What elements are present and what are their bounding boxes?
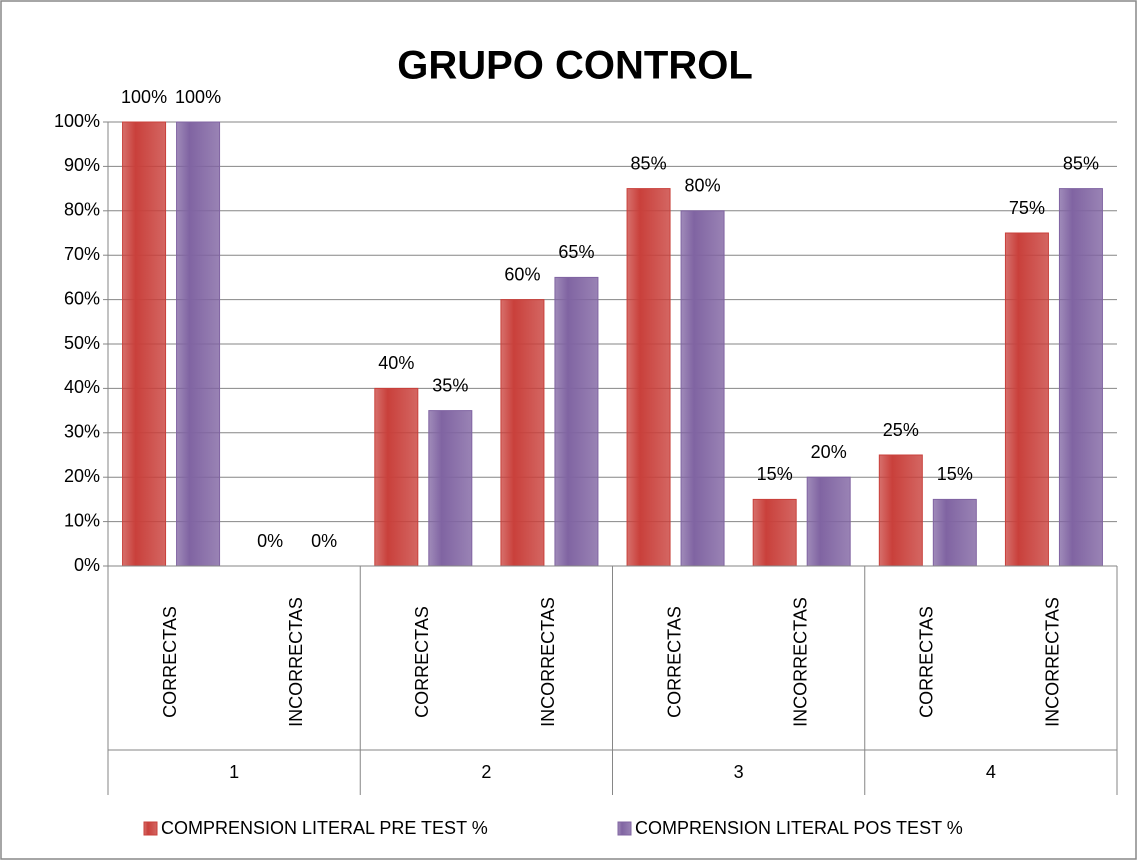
group-label: 3 (734, 762, 744, 782)
data-label: 75% (1009, 198, 1045, 218)
bar (374, 387, 419, 567)
bar (500, 299, 545, 567)
data-label: 85% (631, 153, 667, 173)
data-label: 15% (937, 464, 973, 484)
legend-swatch (617, 821, 632, 836)
data-label: 25% (883, 420, 919, 440)
data-label: 85% (1063, 153, 1099, 173)
data-label: 15% (757, 464, 793, 484)
x-tick-label: CORRECTAS (917, 606, 937, 718)
data-label: 65% (558, 242, 594, 262)
bar (554, 276, 599, 567)
group-label: 1 (229, 762, 239, 782)
group-label: 4 (986, 762, 996, 782)
legend-label: COMPRENSION LITERAL POS TEST % (635, 818, 963, 838)
x-tick-label: INCORRECTAS (286, 597, 306, 727)
bar (932, 498, 977, 567)
bar (1058, 188, 1103, 567)
data-label: 60% (504, 264, 540, 284)
bar (680, 210, 725, 567)
group-label: 2 (481, 762, 491, 782)
data-label: 80% (685, 176, 721, 196)
bar (1004, 232, 1049, 567)
bar (752, 498, 797, 567)
y-tick-label: 70% (64, 244, 100, 264)
y-tick-label: 90% (64, 155, 100, 175)
y-tick-label: 0% (74, 555, 100, 575)
y-tick-label: 40% (64, 377, 100, 397)
bar (176, 121, 221, 567)
x-tick-label: CORRECTAS (160, 606, 180, 718)
x-tick-label: CORRECTAS (664, 606, 684, 718)
bar (122, 121, 167, 567)
bar (626, 188, 671, 567)
y-tick-label: 20% (64, 466, 100, 486)
y-tick-label: 60% (64, 288, 100, 308)
y-tick-label: 80% (64, 200, 100, 220)
y-tick-label: 10% (64, 510, 100, 530)
x-tick-label: INCORRECTAS (1043, 597, 1063, 727)
legend-label: COMPRENSION LITERAL PRE TEST % (161, 818, 488, 838)
x-tick-label: INCORRECTAS (790, 597, 810, 727)
data-label: 20% (811, 442, 847, 462)
y-tick-label: 30% (64, 422, 100, 442)
y-tick-label: 50% (64, 333, 100, 353)
data-label: 0% (257, 531, 283, 551)
bar (428, 410, 473, 567)
data-label: 35% (432, 375, 468, 395)
x-tick-label: CORRECTAS (412, 606, 432, 718)
data-label: 100% (121, 87, 167, 107)
bar (806, 476, 851, 567)
y-tick-label: 100% (54, 111, 100, 131)
x-tick-label: INCORRECTAS (538, 597, 558, 727)
data-label: 40% (378, 353, 414, 373)
legend-swatch (143, 821, 158, 836)
data-label: 100% (175, 87, 221, 107)
data-label: 0% (311, 531, 337, 551)
bar (878, 454, 923, 567)
chart-title: GRUPO CONTROL (397, 44, 753, 88)
